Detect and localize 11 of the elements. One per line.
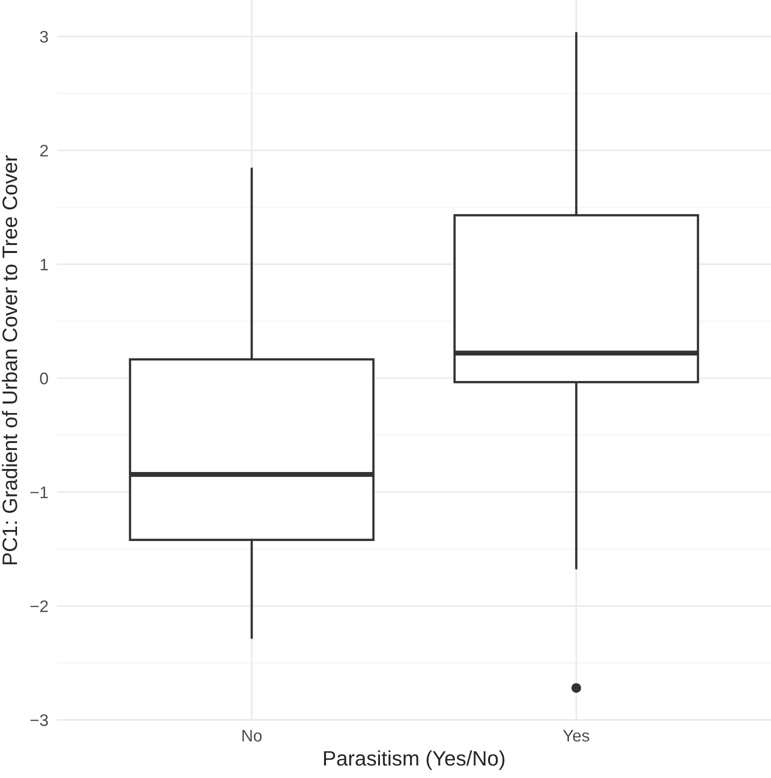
y-tick-label: 2 xyxy=(40,144,48,156)
y-tick-label: 3 xyxy=(40,30,48,43)
y-tick-label: 1 xyxy=(40,258,48,270)
y-tick-label: −2 xyxy=(30,600,48,612)
y-axis-title: PC1: Gradient of Urban Cover to Tree Cover xyxy=(2,155,18,564)
y-tick-label: −3 xyxy=(30,714,48,726)
y-tick-label: 0 xyxy=(40,372,48,384)
x-axis-title: Parasitism (Yes/No) xyxy=(324,750,504,770)
y-tick-label: −1 xyxy=(30,486,48,498)
x-tick-label: Yes xyxy=(563,730,590,742)
x-tick-label: No xyxy=(242,730,262,742)
